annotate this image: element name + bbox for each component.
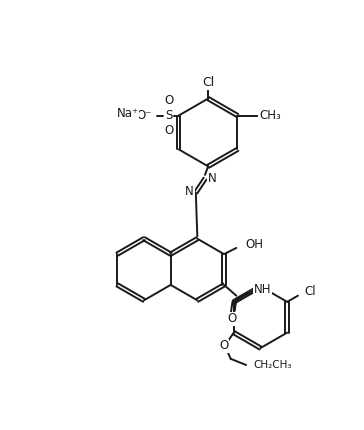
Text: N: N (185, 185, 194, 198)
Text: CH₃: CH₃ (259, 109, 281, 122)
Text: O: O (227, 312, 236, 325)
Text: N: N (207, 172, 216, 185)
Text: O: O (164, 94, 173, 108)
Text: Na⁺: Na⁺ (116, 107, 139, 120)
Text: O⁻: O⁻ (136, 109, 152, 122)
Text: Cl: Cl (304, 286, 316, 298)
Text: O: O (164, 124, 173, 137)
Text: CH₂CH₃: CH₂CH₃ (254, 360, 292, 370)
Text: OH: OH (246, 238, 264, 252)
Text: Cl: Cl (202, 76, 214, 89)
Text: S: S (165, 109, 173, 122)
Text: NH: NH (254, 283, 272, 296)
Text: O: O (219, 339, 229, 352)
